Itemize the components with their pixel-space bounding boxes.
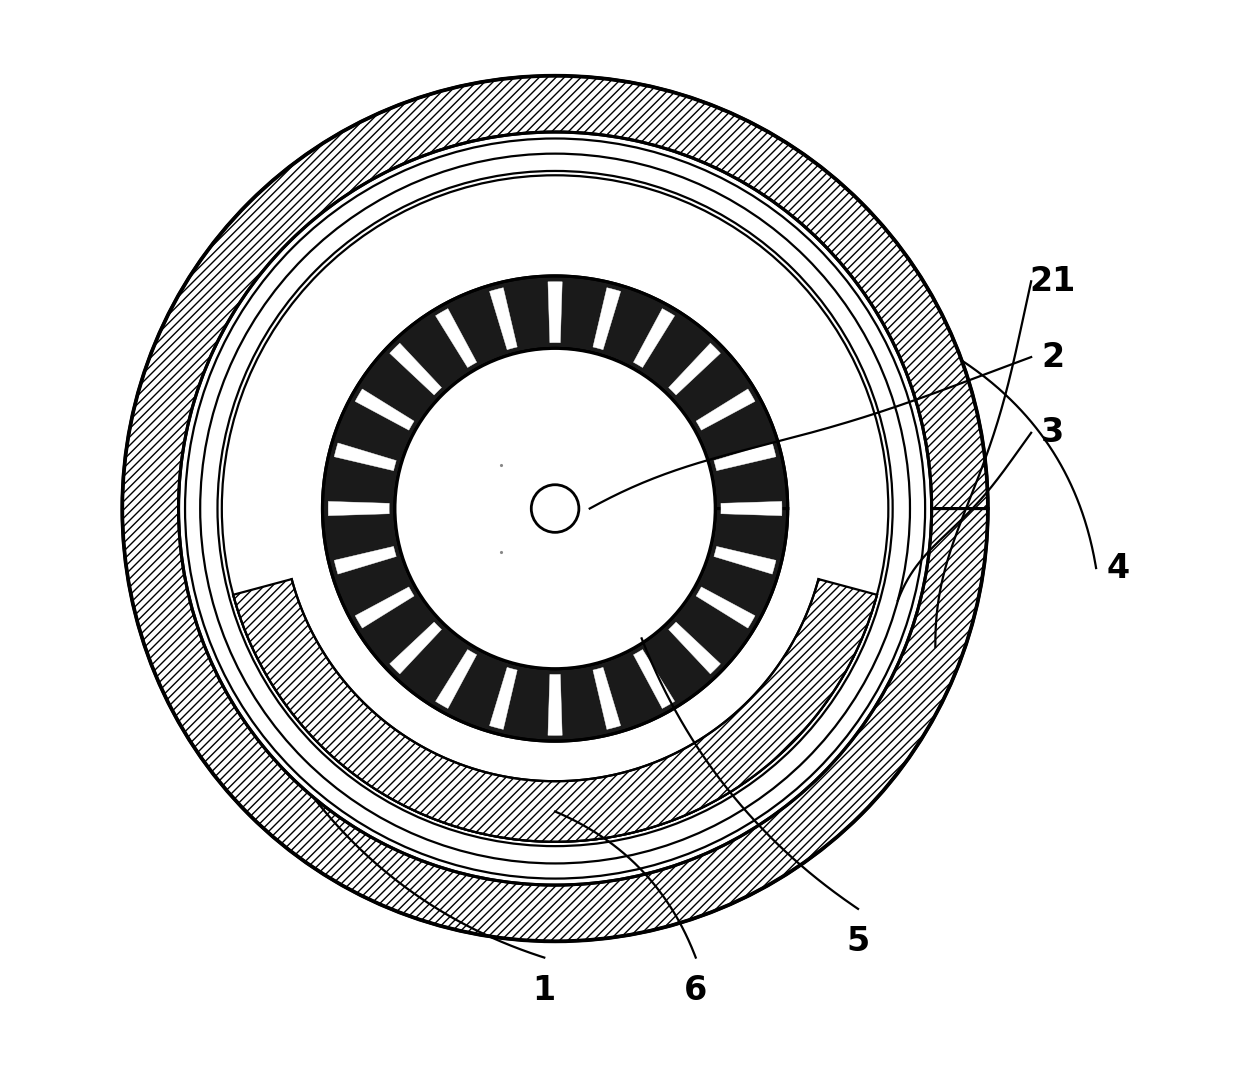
Polygon shape <box>593 288 621 349</box>
Text: 1: 1 <box>533 974 556 1006</box>
Polygon shape <box>696 586 755 628</box>
Polygon shape <box>668 343 720 395</box>
Polygon shape <box>548 674 562 736</box>
Polygon shape <box>389 622 441 674</box>
Circle shape <box>200 154 910 863</box>
Polygon shape <box>714 443 776 471</box>
Polygon shape <box>335 443 397 471</box>
Text: 4: 4 <box>1106 552 1130 584</box>
Circle shape <box>123 76 988 941</box>
Text: 5: 5 <box>847 925 869 958</box>
Polygon shape <box>548 281 562 343</box>
Polygon shape <box>634 649 675 709</box>
Polygon shape <box>435 649 476 709</box>
Text: 3: 3 <box>1042 417 1064 449</box>
Polygon shape <box>335 546 397 575</box>
Circle shape <box>531 485 579 532</box>
Polygon shape <box>123 76 988 941</box>
Polygon shape <box>322 276 787 741</box>
Circle shape <box>222 175 888 842</box>
Polygon shape <box>490 668 517 729</box>
Polygon shape <box>233 579 877 842</box>
Circle shape <box>396 348 715 669</box>
Polygon shape <box>593 668 621 729</box>
Polygon shape <box>696 390 755 431</box>
Polygon shape <box>714 546 776 575</box>
Polygon shape <box>355 390 414 431</box>
Text: 21: 21 <box>1029 265 1076 298</box>
Polygon shape <box>435 308 476 368</box>
Polygon shape <box>389 343 441 395</box>
Polygon shape <box>490 288 517 349</box>
Text: 2: 2 <box>1042 341 1064 373</box>
Polygon shape <box>634 308 675 368</box>
Circle shape <box>185 138 925 879</box>
Polygon shape <box>720 501 782 516</box>
Circle shape <box>217 171 893 846</box>
Text: 6: 6 <box>684 974 707 1006</box>
Polygon shape <box>329 501 389 516</box>
Polygon shape <box>355 586 414 628</box>
Polygon shape <box>668 622 720 674</box>
